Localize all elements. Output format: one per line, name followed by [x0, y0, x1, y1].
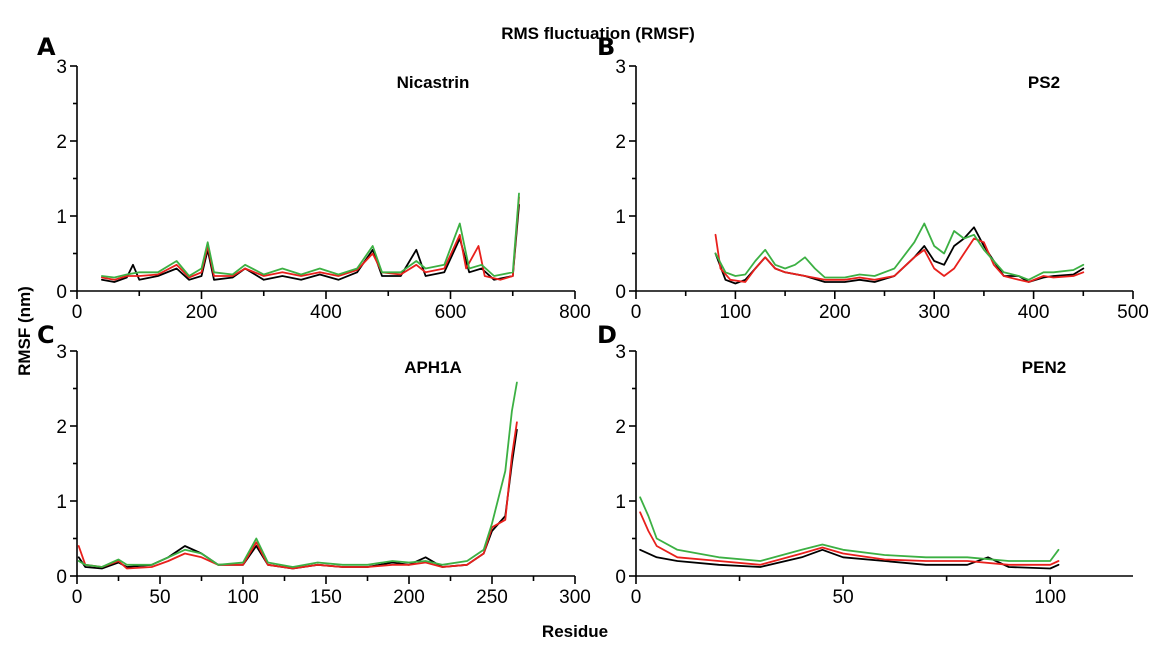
panel-title: Nicastrin [397, 73, 470, 92]
panel-c: 0 1 2 3 0 50 100 150 200 250 300 C APH1A [37, 321, 591, 608]
y-tick-label: 3 [615, 342, 626, 363]
series-line-green [639, 496, 1060, 562]
y-tick-label: 0 [56, 567, 67, 588]
series-line-black [714, 226, 1085, 285]
series-line-red [101, 196, 520, 281]
x-tick-label: 50 [149, 587, 170, 608]
y-tick-label: 1 [615, 207, 626, 228]
x-tick-label: 500 [1117, 302, 1149, 323]
series-line-green [77, 381, 518, 568]
series-line-green [101, 192, 520, 279]
y-tick-label: 0 [615, 282, 626, 303]
series-line-green [714, 222, 1085, 281]
x-tick-label: 800 [559, 302, 591, 323]
x-tick-label: 100 [227, 587, 259, 608]
panel-title: PS2 [1028, 73, 1060, 92]
x-tick-label: 300 [559, 587, 591, 608]
panel-a: 0 1 2 3 0 200 400 600 800 A Nicastrin [37, 33, 591, 323]
y-tick-label: 0 [615, 567, 626, 588]
panel-d: 0 1 2 3 0 50 100 D PEN2 [597, 321, 1133, 608]
x-tick-label: 150 [310, 587, 342, 608]
x-tick-label: 100 [1034, 587, 1066, 608]
x-axis-title: Residue [542, 622, 608, 641]
y-tick-label: 1 [56, 207, 67, 228]
x-tick-label: 250 [476, 587, 508, 608]
x-tick-label: 100 [720, 302, 752, 323]
y-tick-label: 1 [615, 492, 626, 513]
y-tick-label: 3 [56, 342, 67, 363]
panel-title: PEN2 [1022, 358, 1066, 377]
x-tick-label: 400 [1018, 302, 1050, 323]
figure-title: RMS fluctuation (RMSF) [501, 24, 695, 43]
x-tick-label: 50 [833, 587, 854, 608]
x-tick-label: 200 [186, 302, 218, 323]
panel-letter: B [597, 33, 615, 61]
panel-letter: D [597, 321, 617, 349]
x-tick-label: 300 [918, 302, 950, 323]
y-tick-label: 3 [615, 57, 626, 78]
x-tick-label: 200 [393, 587, 425, 608]
y-tick-label: 1 [56, 492, 67, 513]
series-line-red [714, 233, 1085, 283]
y-tick-label: 2 [615, 417, 626, 438]
y-tick-label: 2 [56, 132, 67, 153]
x-tick-label: 0 [631, 302, 642, 323]
x-tick-label: 0 [72, 302, 83, 323]
x-tick-label: 600 [435, 302, 467, 323]
panel-b: 0 1 2 3 0 100 200 300 400 500 B PS2 [597, 33, 1149, 323]
panel-letter: C [37, 321, 55, 349]
x-tick-label: 400 [310, 302, 342, 323]
y-tick-label: 3 [56, 57, 67, 78]
panel-letter: A [37, 33, 56, 61]
y-tick-label: 2 [56, 417, 67, 438]
x-tick-label: 200 [819, 302, 851, 323]
y-tick-label: 2 [615, 132, 626, 153]
y-tick-label: 0 [56, 282, 67, 303]
y-axis-title: RMSF (nm) [15, 286, 34, 376]
panel-title: APH1A [404, 358, 462, 377]
x-tick-label: 0 [631, 587, 642, 608]
x-tick-label: 0 [72, 587, 83, 608]
series-line-red [77, 421, 518, 570]
series-line-red [639, 511, 1060, 566]
series-line-black [77, 428, 518, 570]
